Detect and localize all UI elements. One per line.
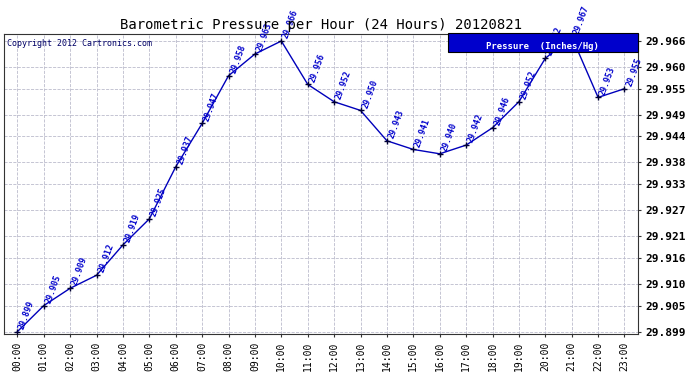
- Text: 29.899: 29.899: [17, 299, 36, 330]
- Text: 29.952: 29.952: [519, 69, 538, 100]
- Text: 29.953: 29.953: [598, 65, 617, 96]
- Text: 29.912: 29.912: [97, 243, 115, 274]
- Title: Barometric Pressure per Hour (24 Hours) 20120821: Barometric Pressure per Hour (24 Hours) …: [120, 18, 522, 32]
- Text: 29.955: 29.955: [624, 56, 643, 87]
- FancyBboxPatch shape: [448, 33, 638, 53]
- Text: 29.950: 29.950: [361, 78, 380, 109]
- Text: 29.947: 29.947: [202, 91, 221, 122]
- Text: 29.909: 29.909: [70, 256, 89, 287]
- Text: Copyright 2012 Cartronics.com: Copyright 2012 Cartronics.com: [8, 39, 152, 48]
- Text: 29.946: 29.946: [493, 95, 511, 127]
- Text: 29.925: 29.925: [149, 186, 168, 218]
- Text: 29.919: 29.919: [123, 212, 141, 244]
- Text: 29.905: 29.905: [43, 273, 63, 304]
- Text: 29.967: 29.967: [572, 4, 591, 36]
- Text: 29.942: 29.942: [466, 112, 485, 144]
- Text: 29.958: 29.958: [228, 43, 247, 75]
- Text: 29.943: 29.943: [387, 108, 406, 140]
- Text: 29.962: 29.962: [545, 26, 564, 57]
- Text: 29.952: 29.952: [334, 69, 353, 100]
- Text: Pressure  (Inches/Hg): Pressure (Inches/Hg): [486, 42, 599, 51]
- Text: 29.966: 29.966: [282, 9, 300, 40]
- Text: 29.940: 29.940: [440, 122, 458, 153]
- Text: 29.963: 29.963: [255, 21, 274, 53]
- Text: 29.956: 29.956: [308, 52, 326, 83]
- Text: 29.941: 29.941: [413, 117, 432, 148]
- Text: 29.937: 29.937: [176, 134, 195, 166]
